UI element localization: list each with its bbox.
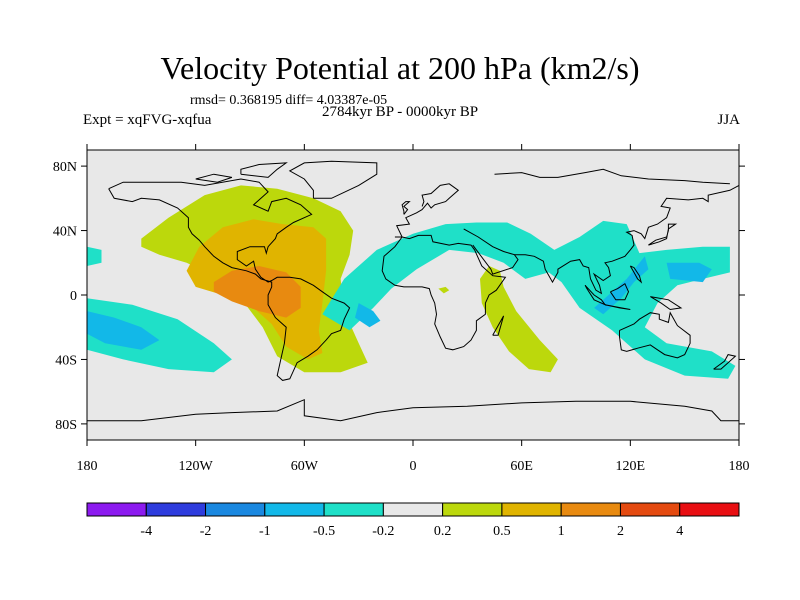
colorbar-label: -1 bbox=[259, 524, 271, 539]
y-axis: 80N 40N 0 40S 80S bbox=[53, 160, 745, 433]
coastline-18 bbox=[195, 173, 233, 183]
x-tick-label: 120E bbox=[616, 459, 646, 474]
coastline-6 bbox=[463, 228, 519, 275]
chart-title: Velocity Potential at 200 hPa (km2/s) bbox=[160, 50, 640, 86]
period-text: 2784kyr BP - 0000kyr BP bbox=[321, 104, 479, 120]
coastline-7 bbox=[514, 184, 739, 295]
x-axis: 180 120W 60W 0 60E 120E 180 bbox=[77, 144, 750, 474]
colorbar-label: 2 bbox=[617, 524, 624, 539]
colorbar-swatch-4 bbox=[323, 502, 384, 517]
coastline-15 bbox=[713, 354, 737, 370]
coastlines bbox=[87, 160, 739, 422]
x-tick-label: 180 bbox=[729, 459, 750, 474]
x-tick-label: 60E bbox=[510, 459, 533, 474]
colorbar-swatch-3 bbox=[264, 502, 325, 517]
contour-regions bbox=[87, 185, 736, 379]
colorbar-label: -2 bbox=[200, 524, 212, 539]
coastline-13 bbox=[629, 265, 643, 284]
stats-text: rmsd= 0.368195 diff= 4.03387e-05 bbox=[190, 93, 388, 108]
colorbar-swatch-9 bbox=[619, 502, 681, 517]
y-tick-label: 40S bbox=[55, 353, 77, 368]
colorbar-swatch-6 bbox=[442, 502, 503, 517]
season-text: JJA bbox=[717, 112, 740, 128]
coastline-19 bbox=[494, 168, 730, 185]
x-tick-label: 0 bbox=[410, 459, 417, 474]
coastline-2 bbox=[394, 183, 460, 238]
y-tick-label: 40N bbox=[53, 225, 77, 240]
contour-region-6 bbox=[87, 311, 160, 350]
contour-region-9 bbox=[594, 256, 649, 315]
colorbar-swatch-2 bbox=[205, 502, 266, 517]
contour-region-8 bbox=[322, 220, 736, 379]
y-tick-label: 80N bbox=[53, 160, 77, 175]
coastline-11 bbox=[609, 282, 630, 301]
colorbar-swatch-7 bbox=[501, 502, 562, 517]
contour-region-11 bbox=[666, 262, 712, 283]
contour-region-2 bbox=[213, 266, 301, 318]
colorbar: -4 -2 -1 -0.5 -0.2 0.2 0.5 1 2 4 bbox=[86, 502, 740, 539]
contour-region-4 bbox=[438, 286, 450, 294]
contour-region-5 bbox=[87, 298, 232, 373]
x-tick-label: 60W bbox=[291, 459, 319, 474]
contour-region-10 bbox=[355, 303, 381, 328]
coastline-8 bbox=[648, 223, 678, 246]
colorbar-swatch-8 bbox=[560, 502, 621, 517]
contour-region-3 bbox=[480, 266, 558, 373]
colorbar-label: -0.2 bbox=[372, 524, 394, 539]
coastline-16 bbox=[87, 398, 739, 422]
colorbar-label: 0.5 bbox=[493, 524, 511, 539]
colorbar-label: 1 bbox=[558, 524, 565, 539]
colorbar-swatch-0 bbox=[86, 502, 147, 517]
coastline-14 bbox=[619, 311, 691, 359]
colorbar-swatch-10 bbox=[679, 502, 740, 517]
y-tick-label: 0 bbox=[70, 289, 77, 304]
coastline-4 bbox=[381, 234, 507, 351]
colorbar-swatch-5 bbox=[382, 502, 444, 517]
experiment-text: Expt = xqFVG-xqfua bbox=[83, 112, 212, 128]
coastline-5 bbox=[492, 315, 505, 336]
x-tick-label: 180 bbox=[77, 459, 98, 474]
coastline-3 bbox=[401, 201, 411, 215]
colorbar-label: -4 bbox=[140, 524, 152, 539]
coastline-1 bbox=[288, 160, 378, 199]
coastline-10 bbox=[604, 304, 631, 310]
colorbar-label: -0.5 bbox=[313, 524, 335, 539]
coastline-0 bbox=[108, 178, 351, 381]
coastline-12 bbox=[650, 296, 683, 311]
coastline-17 bbox=[240, 162, 288, 178]
colorbar-swatch-1 bbox=[145, 502, 207, 517]
colorbar-label: 0.2 bbox=[434, 524, 452, 539]
y-tick-label: 80S bbox=[55, 418, 77, 433]
contour-region-7 bbox=[87, 246, 102, 266]
colorbar-label: 4 bbox=[676, 524, 683, 539]
x-tick-label: 120W bbox=[179, 459, 214, 474]
